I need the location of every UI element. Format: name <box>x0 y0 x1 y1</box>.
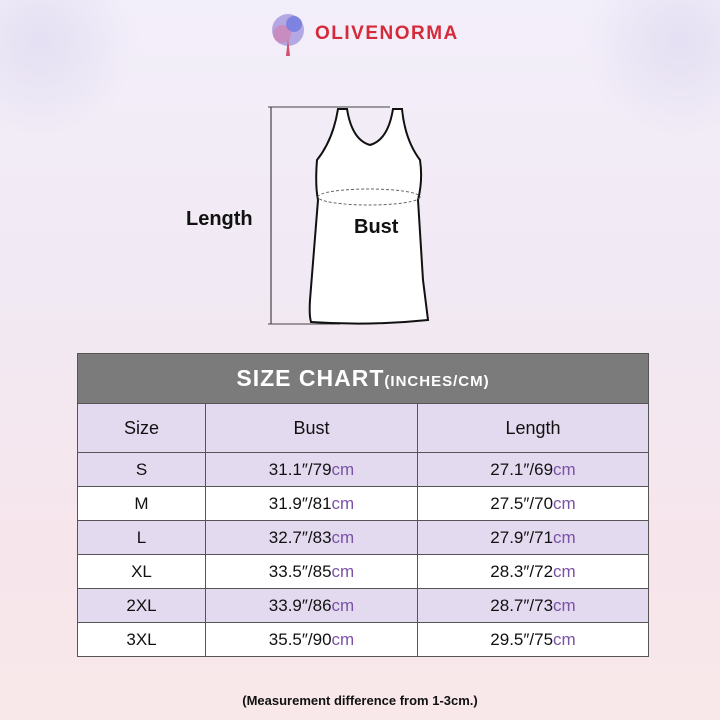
table-row: S 31.1″/79cm 27.1″/69cm <box>77 452 649 487</box>
column-header-length: Length <box>417 403 649 453</box>
length-cell: 28.7″/73cm <box>417 588 649 623</box>
size-cell: 2XL <box>77 588 206 623</box>
brand-name: OLIVENORMA <box>315 23 459 44</box>
table-title: SIZE CHART(INCHES/CM) <box>77 353 649 404</box>
length-cell: 29.5″/75cm <box>417 622 649 657</box>
size-cell: XL <box>77 554 206 589</box>
tree-logo-icon <box>272 14 304 56</box>
bust-cell: 33.9″/86cm <box>205 588 418 623</box>
table-row: M 31.9″/81cm 27.5″/70cm <box>77 486 649 521</box>
size-cell: M <box>77 486 206 521</box>
size-cell: L <box>77 520 206 555</box>
bust-cell: 31.9″/81cm <box>205 486 418 521</box>
table-row: 2XL 33.9″/86cm 28.7″/73cm <box>77 588 649 623</box>
tank-top-diagram: Length Bust <box>180 100 440 330</box>
length-cell: 27.1″/69cm <box>417 452 649 487</box>
length-cell: 27.9″/71cm <box>417 520 649 555</box>
decorative-mandala <box>580 0 720 140</box>
size-cell: 3XL <box>77 622 206 657</box>
column-header-bust: Bust <box>205 403 418 453</box>
size-cell: S <box>77 452 206 487</box>
measurement-note: (Measurement difference from 1-3cm.) <box>242 693 478 708</box>
table-row: XL 33.5″/85cm 28.3″/72cm <box>77 554 649 589</box>
length-cell: 27.5″/70cm <box>417 486 649 521</box>
table-row: L 32.7″/83cm 27.9″/71cm <box>77 520 649 555</box>
size-chart-table: SIZE CHART(INCHES/CM) Size Bust Length S… <box>77 353 649 657</box>
decorative-mandala <box>0 0 140 140</box>
tank-top-outline <box>268 106 430 325</box>
bust-cell: 32.7″/83cm <box>205 520 418 555</box>
bust-cell: 31.1″/79cm <box>205 452 418 487</box>
bust-cell: 35.5″/90cm <box>205 622 418 657</box>
length-cell: 28.3″/72cm <box>417 554 649 589</box>
brand-logo: OLIVENORMA <box>267 10 459 58</box>
table-row: 3XL 35.5″/90cm 29.5″/75cm <box>77 622 649 657</box>
column-header-size: Size <box>77 403 206 453</box>
bust-label: Bust <box>354 216 399 238</box>
length-label: Length <box>186 208 253 230</box>
bust-cell: 33.5″/85cm <box>205 554 418 589</box>
